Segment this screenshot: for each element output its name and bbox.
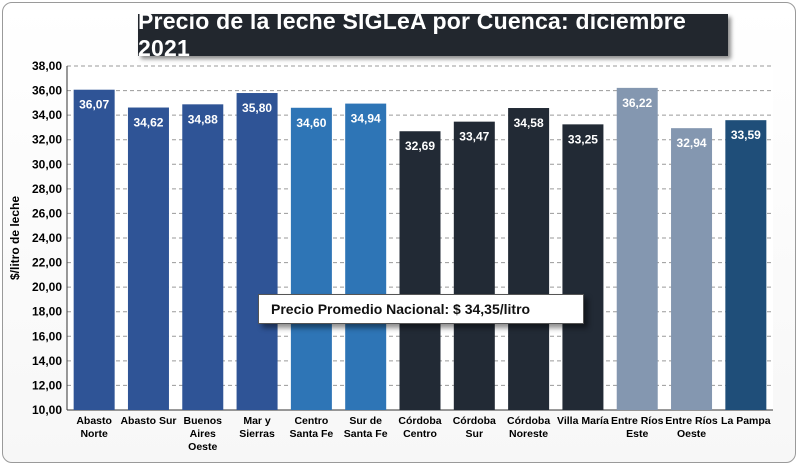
x-category-label: Córdoba Sur — [453, 415, 496, 440]
y-tick-label: 38,00 — [32, 59, 62, 73]
bar-value-label: 35,80 — [242, 101, 272, 115]
y-tick-label: 36,00 — [32, 84, 62, 98]
bar-value-label: 34,60 — [296, 116, 326, 130]
bar — [616, 87, 658, 411]
y-tick-label: 24,00 — [32, 231, 62, 245]
bar — [562, 124, 604, 410]
bar-value-label: 33,25 — [568, 132, 598, 146]
bar — [73, 89, 115, 410]
y-tick-label: 10,00 — [32, 403, 62, 417]
bar — [399, 131, 441, 411]
y-tick-label: 22,00 — [32, 256, 62, 270]
y-tick-label: 32,00 — [32, 133, 62, 147]
bar — [127, 107, 169, 411]
bar-value-label: 36,22 — [622, 96, 652, 110]
y-tick-label: 14,00 — [32, 354, 62, 368]
y-tick-label: 16,00 — [32, 329, 62, 343]
bar-value-label: 34,58 — [514, 116, 544, 130]
x-category-label: Córdoba Centro — [398, 415, 441, 440]
bar-value-label: 32,69 — [405, 139, 435, 153]
bar — [508, 108, 550, 410]
bar — [725, 120, 767, 411]
bar-value-label: 34,94 — [351, 112, 381, 126]
national-average-annotation: Precio Promedio Nacional: $ 34,35/litro — [258, 294, 584, 324]
x-category-label: Mar y Sierras — [239, 415, 275, 440]
x-category-label: Centro Santa Fe — [290, 415, 334, 440]
x-category-label: Villa María — [557, 415, 609, 427]
x-category-label: Córdoba Noreste — [507, 415, 550, 440]
bar — [236, 93, 278, 411]
y-tick-label: 12,00 — [32, 378, 62, 392]
bar — [182, 104, 224, 411]
y-tick-label: 26,00 — [32, 206, 62, 220]
bar — [671, 128, 713, 410]
x-category-label: Entre Ríos Oeste — [665, 415, 718, 440]
x-category-label: Entre Ríos Este — [611, 415, 664, 440]
x-category-label: La Pampa — [721, 415, 771, 427]
x-category-label: Abasto Norte — [76, 415, 112, 440]
bar-value-label: 33,59 — [731, 128, 761, 142]
y-tick-label: 28,00 — [32, 182, 62, 196]
x-category-label: Buenos Aires Oeste — [184, 415, 223, 453]
bar-value-label: 34,88 — [188, 112, 218, 126]
bar — [345, 103, 387, 410]
y-tick-label: 20,00 — [32, 280, 62, 294]
y-tick-label: 18,00 — [32, 305, 62, 319]
y-tick-label: 30,00 — [32, 157, 62, 171]
bar-value-label: 32,94 — [677, 136, 707, 150]
bar-value-label: 36,07 — [79, 98, 109, 112]
bar — [290, 107, 332, 411]
y-tick-label: 34,00 — [32, 108, 62, 122]
x-category-label: Sur de Santa Fe — [344, 415, 388, 440]
bar-value-label: 33,47 — [459, 130, 489, 144]
bar-value-label: 34,62 — [133, 116, 163, 130]
x-category-label: Abasto Sur — [120, 415, 176, 427]
bar — [453, 121, 495, 410]
